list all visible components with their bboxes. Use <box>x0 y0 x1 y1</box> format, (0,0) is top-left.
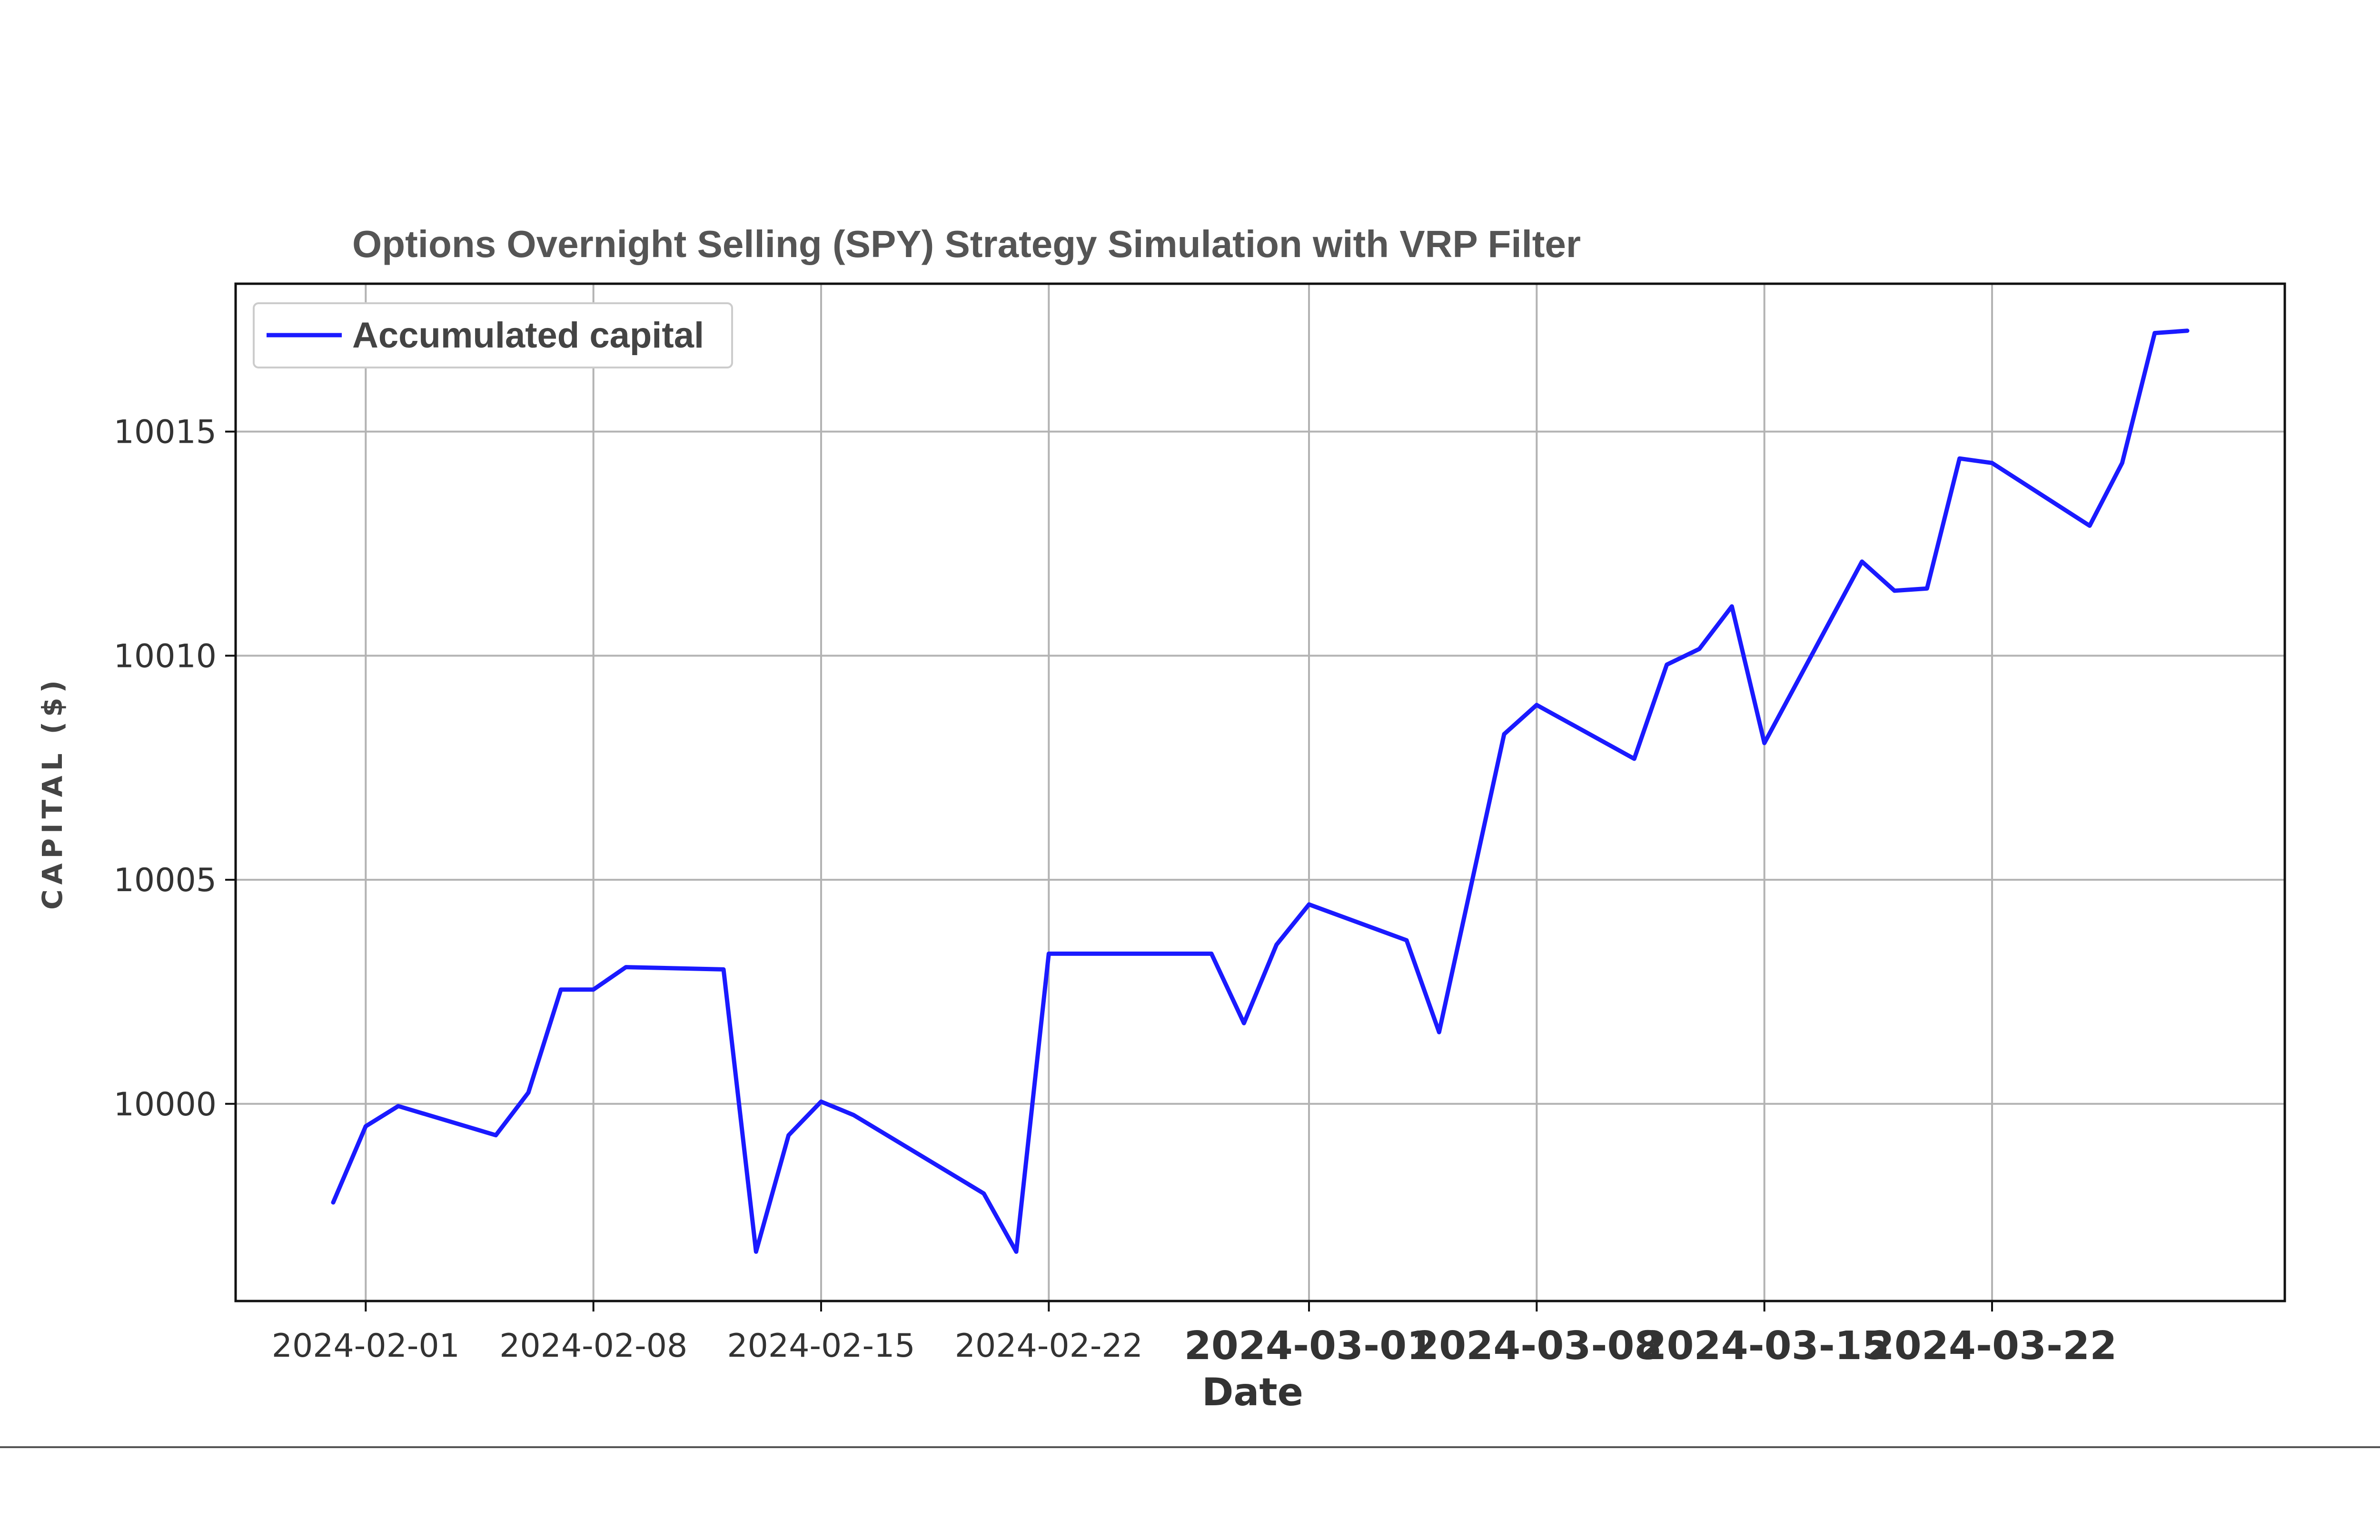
x-tick-label: 2024-03-08 <box>1412 1323 1662 1369</box>
y-tick-label: 10010 <box>114 637 217 675</box>
chart-title: Options Overnight Selling (SPY) Strategy… <box>352 223 1581 265</box>
legend-box <box>253 302 733 368</box>
grid <box>236 284 2285 1301</box>
x-tick-label: 2024-02-08 <box>499 1327 687 1365</box>
x-tick-label: 2024-03-22 <box>1867 1323 2117 1369</box>
x-tick-label: 2024-02-22 <box>955 1327 1143 1365</box>
legend-label: Accumulated capital <box>352 315 704 356</box>
plot-frame <box>234 282 2286 1302</box>
y-tick-label: 10005 <box>114 862 217 899</box>
x-tick-label: 2024-03-01 <box>1184 1323 1434 1369</box>
x-axis-ticks: 2024-02-01 2024-02-08 2024-02-15 2024-02-22… <box>272 1301 2117 1369</box>
y-axis-label: CAPITAL ($) <box>36 676 69 910</box>
legend: Accumulated capital <box>253 302 733 368</box>
x-axis-label: Date <box>1202 1370 1303 1414</box>
series-layer <box>331 328 2190 1254</box>
x-tick-label: 2024-02-01 <box>272 1327 460 1365</box>
x-tick-label: 2024-03-15 <box>1639 1323 1889 1369</box>
series-line-accumulated-capital <box>331 328 2190 1254</box>
y-tick-label: 10015 <box>114 414 217 451</box>
y-axis-ticks: 10000 10005 10010 10015 <box>114 414 236 1123</box>
y-tick-label: 10000 <box>114 1086 217 1123</box>
x-tick-label: 2024-02-15 <box>727 1327 915 1365</box>
